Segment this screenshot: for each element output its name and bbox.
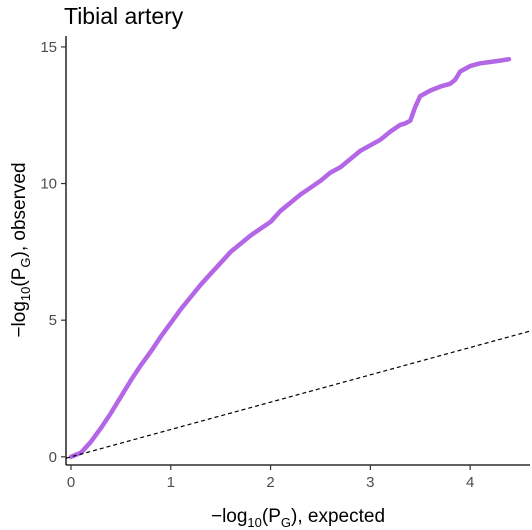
x-axis-ticks: 0 1 2 3 4: [67, 465, 474, 491]
x-tick-label: 4: [466, 474, 474, 491]
x-tick-label: 3: [366, 474, 374, 491]
y-axis-title: −log10(PG), observed: [9, 162, 33, 337]
x-axis-title: −log10(PG), expected: [211, 506, 385, 530]
chart-title: Tibial artery: [64, 3, 184, 29]
y-tick-label: 10: [40, 176, 57, 193]
x-tick-label: 2: [266, 474, 274, 491]
y-tick-label: 5: [49, 312, 57, 329]
observed-pvalue-line: [68, 56, 512, 460]
y-tick-label: 0: [49, 449, 57, 466]
y-axis-ticks: 0 5 10 15: [40, 39, 66, 466]
plot-area: [65, 56, 531, 460]
y-tick-label: 15: [40, 39, 57, 56]
x-tick-label: 1: [167, 474, 175, 491]
expected-diagonal-line: [65, 330, 531, 459]
x-tick-label: 0: [67, 474, 75, 491]
